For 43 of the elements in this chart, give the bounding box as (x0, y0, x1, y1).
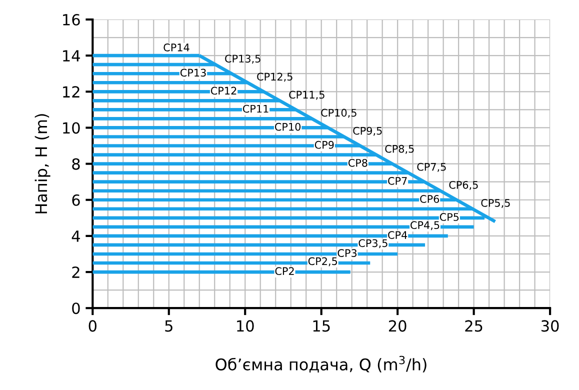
annotation: CP12 (210, 86, 236, 95)
annotation: CP11,5 (289, 90, 324, 100)
annotation: CP3 (338, 249, 357, 258)
x-tick-label: 0 (88, 320, 96, 332)
annotation: CP6,5 (449, 180, 478, 190)
annotation: CP12,5 (257, 72, 292, 82)
annotation: CP6 (420, 195, 440, 203)
annotation: CP5,5 (481, 198, 510, 208)
annotation: CP4,5 (410, 221, 440, 230)
annotation: CP14 (164, 44, 190, 52)
annotation: CP3,5 (358, 239, 388, 248)
annotation: CP2,5 (308, 257, 338, 266)
annotation: CP7,5 (417, 162, 446, 172)
y-tick-label: 6 (72, 194, 80, 206)
y-tick-label: 0 (72, 302, 80, 314)
y-tick-label: 12 (63, 86, 80, 98)
annotation: CP5 (440, 213, 459, 221)
y-tick-label: 8 (72, 158, 80, 170)
x-tick-label: 30 (541, 320, 559, 332)
y-tick-label: 10 (63, 122, 80, 134)
annotation: CP13,5 (225, 54, 260, 64)
y-axis-title: Напір, H (m) (34, 114, 50, 214)
x-tick-label: 10 (237, 320, 254, 332)
annotation: CP10,5 (321, 108, 356, 118)
annotation: CP9 (314, 140, 334, 149)
annotation: CP10 (274, 122, 301, 131)
x-axis-title: Об’ємна подача, Q (m$^{3}$/h) (216, 356, 426, 372)
x-tick-label: 20 (388, 320, 406, 332)
y-tick-label: 2 (72, 266, 80, 278)
x-tick-label: 5 (165, 320, 172, 332)
annotation: CP11 (242, 104, 268, 113)
annotation: CP7 (388, 176, 407, 185)
y-tick-label: 16 (63, 14, 80, 26)
y-tick-label: 14 (63, 50, 80, 62)
annotation: CP8 (348, 158, 368, 167)
x-tick-label: 25 (465, 320, 482, 332)
annotation: CP8,5 (385, 144, 414, 154)
annotation: CP4 (388, 231, 408, 239)
y-tick-label: 4 (72, 230, 80, 242)
annotation: CP13 (180, 68, 206, 77)
annotation: CP9,5 (353, 126, 382, 136)
x-tick-label: 15 (313, 320, 330, 332)
annotation: CP2 (275, 267, 294, 276)
